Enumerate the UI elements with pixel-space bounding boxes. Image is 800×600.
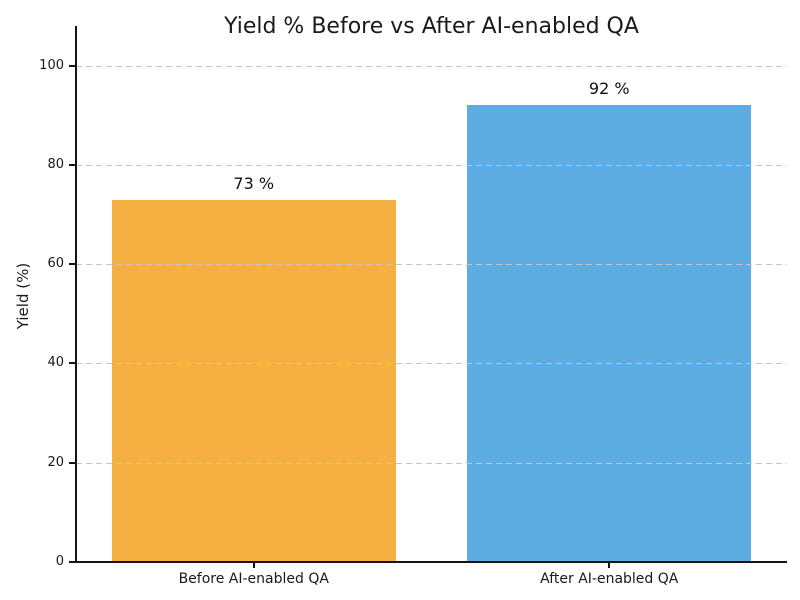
bar [467,105,752,562]
gridline [76,462,787,464]
gridline [76,264,787,266]
y-tick-label: 0 [55,554,64,570]
gridline [76,65,787,67]
x-tick-mark [252,563,255,568]
y-tick-mark [69,64,75,67]
y-axis-label: Yield (%) [14,262,32,330]
y-tick-mark [69,362,75,365]
bar [111,199,396,562]
x-tick-label: Before AI-enabled QA [178,571,329,587]
y-tick-mark [69,263,75,266]
x-axis-spine [75,561,787,563]
x-tick-mark [608,563,611,568]
plot-area: 73 % 92 % 0 20 40 60 80 100 Before AI-enabled … [39,26,787,587]
y-tick-mark [69,163,75,166]
gridline [76,363,787,365]
gridline [76,164,787,166]
chart-title: Yield % Before vs After AI-enabled QA [224,14,639,39]
y-tick-label: 20 [47,454,64,470]
y-axis-spine [75,26,77,563]
y-tick-label: 60 [47,256,64,272]
y-tick-mark [69,561,75,563]
y-tick-label: 40 [47,355,64,371]
bar-value-label: 92 % [588,79,630,99]
y-tick-label: 80 [47,157,64,173]
y-tick-label: 100 [39,57,64,73]
y-tick-mark [69,461,75,464]
x-tick-label: After AI-enabled QA [540,571,679,587]
bar-value-label: 73 % [233,173,275,193]
